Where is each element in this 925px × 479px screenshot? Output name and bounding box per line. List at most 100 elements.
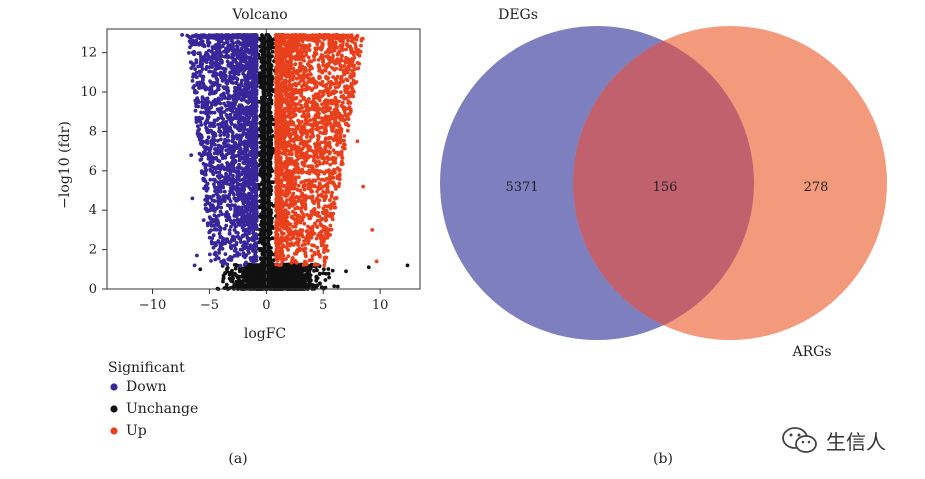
point-unchange bbox=[254, 269, 259, 274]
point-unchange bbox=[277, 269, 282, 274]
point-unchange bbox=[260, 165, 265, 170]
point-unchange bbox=[261, 209, 266, 214]
point-down bbox=[235, 44, 239, 48]
point-unchange bbox=[269, 136, 273, 140]
point-unchange bbox=[266, 280, 271, 285]
point-unchange bbox=[267, 212, 272, 217]
point-down bbox=[208, 152, 213, 157]
point-unchange bbox=[302, 283, 307, 288]
point-unchange bbox=[335, 284, 340, 289]
point-unchange bbox=[267, 251, 272, 256]
point-unchange bbox=[265, 130, 270, 135]
point-unchange bbox=[263, 249, 267, 254]
point-unchange bbox=[327, 275, 331, 280]
point-down bbox=[214, 148, 219, 153]
point-down bbox=[213, 142, 217, 147]
point-unchange bbox=[280, 275, 284, 280]
point-down bbox=[196, 51, 201, 56]
point-down bbox=[238, 247, 243, 252]
point-unchange bbox=[259, 49, 263, 53]
point-down bbox=[201, 103, 206, 107]
point-down bbox=[217, 231, 222, 236]
point-unchange bbox=[234, 273, 238, 277]
point-down bbox=[243, 255, 247, 260]
point-unchange bbox=[263, 39, 268, 43]
point-down bbox=[197, 127, 202, 132]
point-down bbox=[216, 221, 221, 225]
point-unchange bbox=[274, 274, 278, 278]
point-unchange bbox=[262, 271, 267, 276]
point-unchange bbox=[322, 267, 326, 272]
point-unchange bbox=[270, 236, 275, 241]
point-unchange bbox=[237, 274, 242, 279]
volcano-title: Volcano bbox=[231, 7, 287, 23]
point-unchange bbox=[314, 284, 318, 288]
point-unchange bbox=[260, 52, 265, 57]
point-down bbox=[227, 228, 232, 233]
point-unchange bbox=[295, 281, 300, 286]
point-unchange bbox=[258, 272, 263, 277]
point-down bbox=[236, 231, 240, 235]
point-down bbox=[218, 226, 223, 231]
point-unchange bbox=[304, 278, 308, 282]
point-unchange bbox=[263, 223, 268, 227]
point-unchange bbox=[222, 286, 227, 291]
point-down bbox=[218, 209, 223, 214]
point-down bbox=[193, 67, 198, 71]
point-down bbox=[187, 51, 191, 55]
point-unchange bbox=[259, 135, 264, 139]
point-unchange bbox=[270, 270, 275, 275]
point-unchange bbox=[267, 174, 271, 179]
point-down bbox=[218, 133, 223, 138]
point-down bbox=[209, 259, 213, 263]
point-down bbox=[223, 252, 228, 256]
point-unchange bbox=[268, 120, 273, 125]
point-unchange bbox=[262, 63, 267, 68]
point-down bbox=[196, 64, 201, 69]
point-down bbox=[214, 64, 218, 68]
point-down bbox=[189, 66, 194, 70]
point-down bbox=[231, 137, 235, 142]
point-down bbox=[216, 138, 220, 143]
point-unchange bbox=[233, 266, 238, 271]
point-down bbox=[247, 250, 251, 255]
point-unchange bbox=[268, 255, 273, 260]
point-down bbox=[219, 75, 224, 80]
point-unchange bbox=[260, 157, 265, 162]
point-down bbox=[221, 85, 226, 89]
point-down bbox=[254, 92, 259, 96]
point-unchange bbox=[268, 70, 273, 75]
point-down bbox=[249, 182, 254, 187]
point-unchange bbox=[249, 269, 254, 273]
point-unchange bbox=[266, 158, 271, 162]
point-unchange bbox=[267, 162, 272, 167]
point-unchange bbox=[267, 286, 271, 291]
point-down bbox=[233, 247, 238, 251]
point-unchange bbox=[307, 282, 312, 287]
point-unchange bbox=[332, 284, 337, 289]
point-down bbox=[213, 257, 218, 262]
point-unchange bbox=[260, 130, 265, 135]
point-unchange bbox=[261, 186, 266, 191]
point-down bbox=[208, 177, 213, 182]
point-unchange bbox=[269, 246, 273, 250]
point-unchange bbox=[223, 271, 227, 275]
point-unchange bbox=[240, 267, 245, 271]
point-unchange bbox=[227, 286, 232, 291]
point-down bbox=[219, 205, 224, 210]
point-down bbox=[238, 263, 243, 268]
point-unchange bbox=[258, 214, 262, 219]
point-unchange bbox=[269, 153, 274, 158]
point-down bbox=[208, 163, 212, 168]
point-unchange bbox=[312, 269, 316, 273]
point-unchange bbox=[268, 263, 273, 268]
point-unchange bbox=[221, 279, 225, 284]
point-down bbox=[254, 243, 259, 248]
point-down bbox=[254, 121, 259, 126]
point-down bbox=[223, 137, 227, 142]
point-unchange bbox=[287, 278, 292, 282]
point-down bbox=[232, 222, 237, 227]
point-unchange bbox=[262, 116, 267, 121]
point-down bbox=[205, 186, 210, 191]
